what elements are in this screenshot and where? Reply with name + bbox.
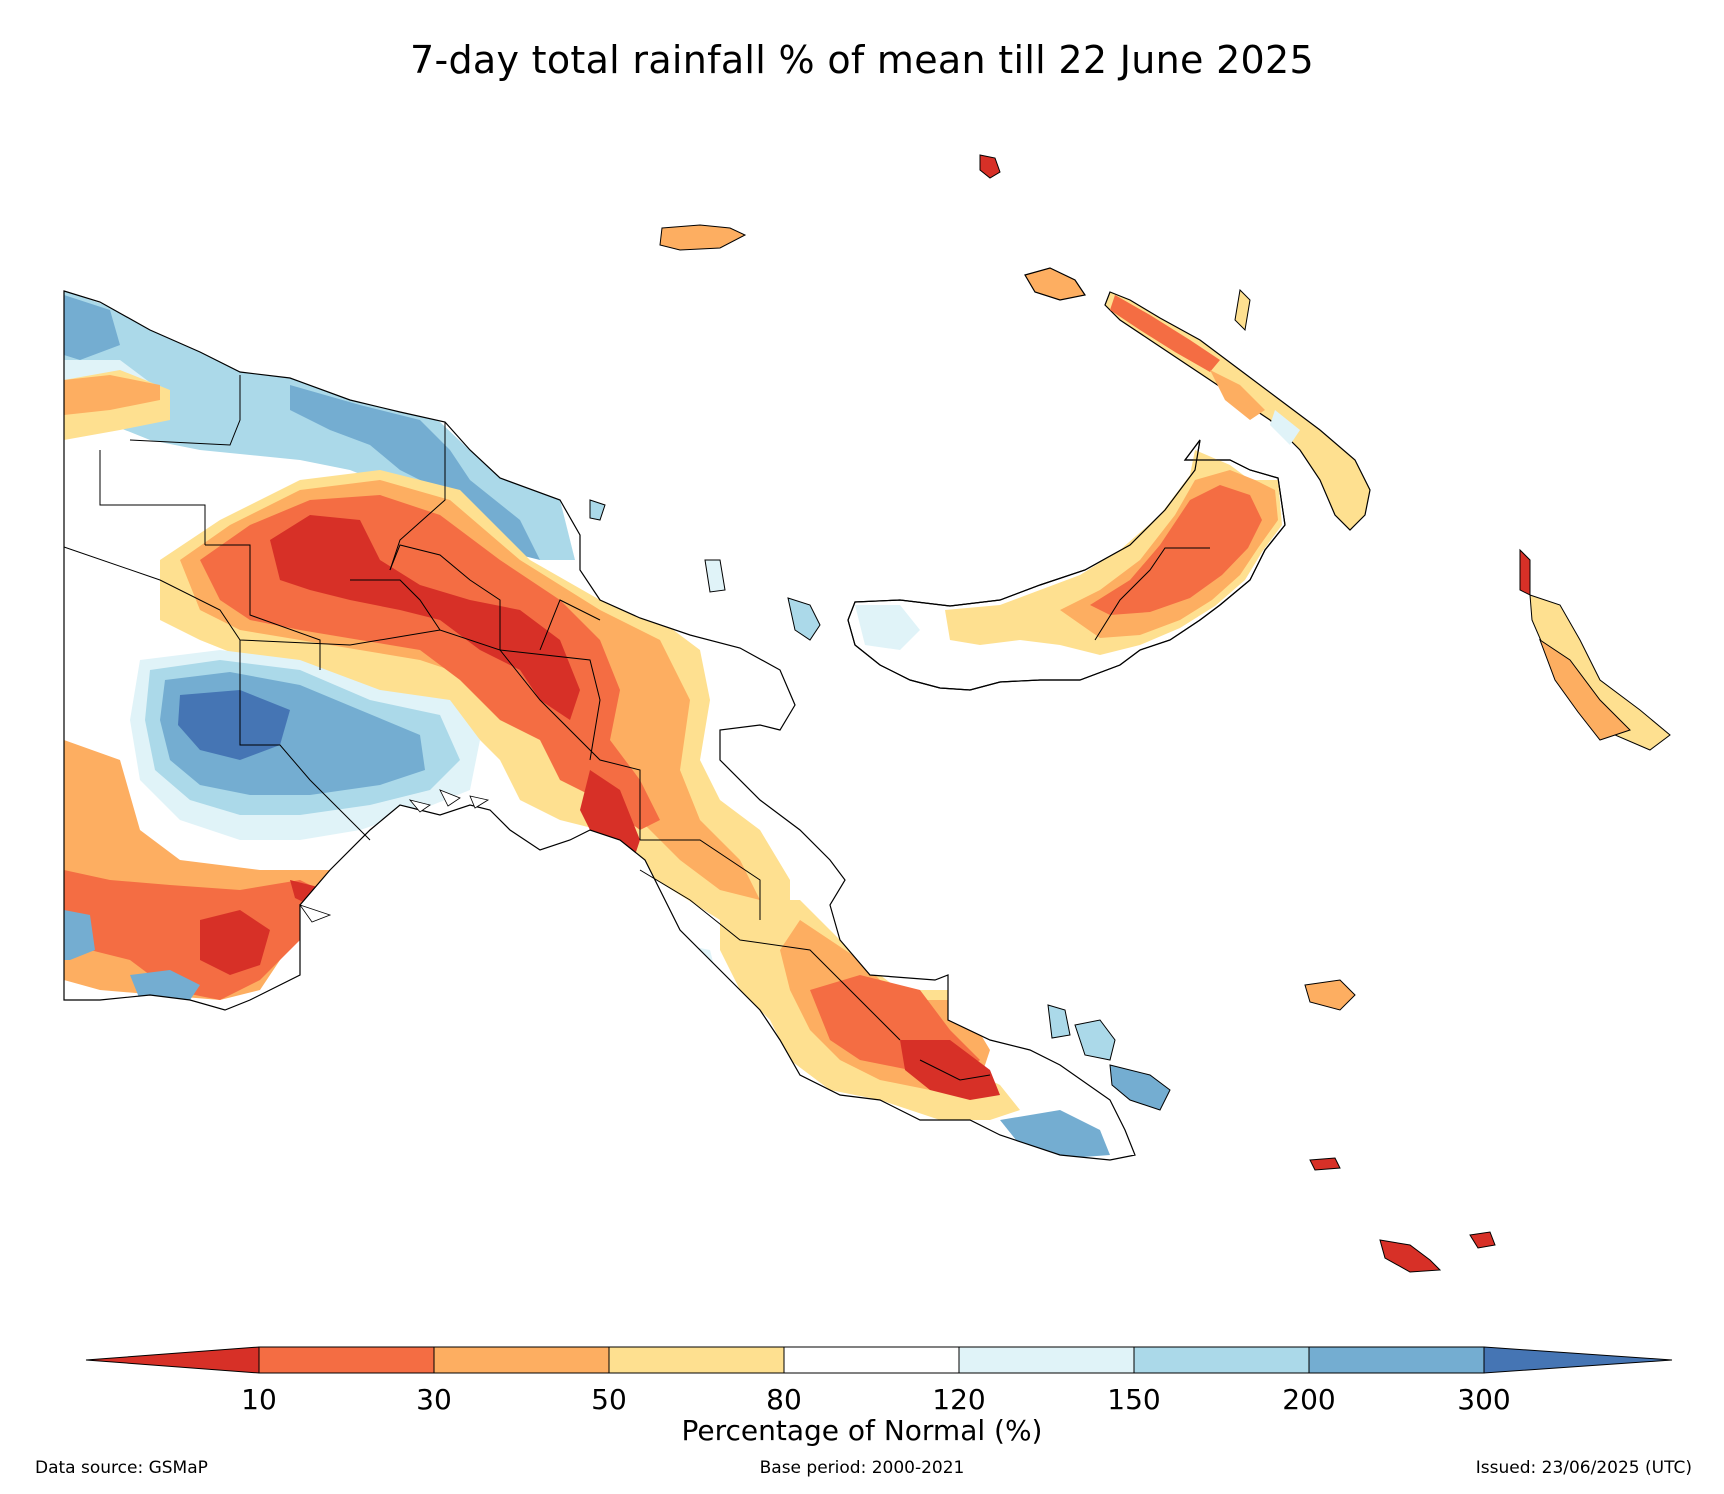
new-britain-120 [855,605,920,650]
colorbar-tick-label: 10 [241,1383,277,1416]
manus-island [659,224,747,251]
shade-fly-300 [178,690,290,760]
colorbar-tick-label: 50 [591,1383,627,1416]
colorbar-segment-above-max [1483,1346,1673,1374]
colorbar-tick-label: 80 [766,1383,802,1416]
data-source-text: Data source: GSMaP [35,1458,208,1478]
island-umboi [704,559,726,593]
island-north [979,154,1001,179]
colorbar-label: Percentage of Normal (%) [681,1414,1043,1447]
northern-islands [589,154,1671,751]
louisiade-3 [1469,1231,1496,1249]
colorbar-segment [1308,1346,1485,1374]
louisiade-2 [1379,1239,1442,1273]
island-northwest-1 [589,499,606,521]
normanby-island [1109,1064,1171,1111]
colorbar-tick-label: 30 [416,1383,452,1416]
colorbar-segment [433,1346,610,1374]
colorbar-tick-label: 120 [932,1383,986,1416]
colorbar-segment [608,1346,785,1374]
new-britain-outline [847,439,1286,691]
rainfall-shading [64,291,1110,1158]
new-ireland-10-30 [1110,295,1220,372]
new-britain-10-30 [1090,485,1262,615]
shade-southwest-blue [64,910,200,1000]
louisiade-1 [1309,1157,1341,1171]
new-britain [847,439,1286,691]
colorbar-segment [1133,1346,1310,1374]
chart-title: 7-day total rainfall % of mean till 22 J… [409,38,1314,82]
base-period-text: Base period: 2000-2021 [759,1458,965,1478]
new-ireland-30-50 [1210,370,1265,420]
goodenough-island [1047,1004,1071,1039]
bougainville-30-50 [1538,638,1631,741]
new-hanover [1024,267,1086,301]
bougainville-north [1519,548,1531,596]
colorbar-tick-label: 150 [1107,1383,1161,1416]
colorbar-segment [258,1346,435,1374]
rainfall-map [63,154,1671,1273]
shade-southeast-lt10 [900,1040,1000,1100]
new-ireland-shape [1104,291,1371,531]
island-east-1 [1234,288,1251,332]
colorbar-segment [958,1346,1135,1374]
colorbar [85,1346,1673,1374]
colorbar-tick-label: 300 [1457,1383,1511,1416]
province-boundaries [63,375,991,1081]
mainland-new-guinea [63,290,1136,1161]
shade-west-30-50 [64,375,160,415]
shade-southwest-10-30 [64,870,330,1000]
colorbar-segment [783,1346,960,1374]
fergusson-island [1074,1019,1116,1061]
colorbar-segment-below-min [85,1346,260,1374]
southeast-islands [1047,979,1496,1273]
woodlark-island [1304,979,1356,1011]
island-karkar [787,597,821,641]
issued-date-text: Issued: 23/06/2025 (UTC) [1475,1458,1692,1478]
new-ireland-120 [1270,410,1300,445]
new-britain-boundary [1094,547,1210,641]
fly-delta-islets [298,789,490,923]
new-ireland [1024,267,1371,531]
mainland-outline [63,290,1136,1161]
colorbar-tick-label: 200 [1282,1383,1336,1416]
